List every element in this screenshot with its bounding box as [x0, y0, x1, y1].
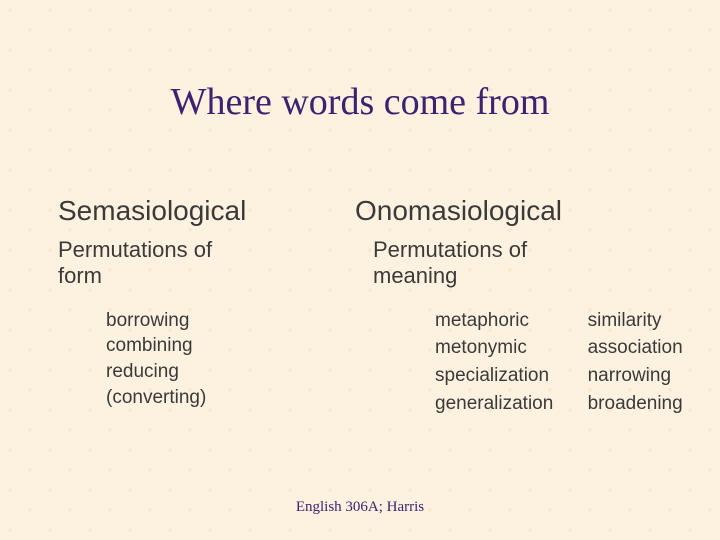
list-item: metonymic	[435, 335, 576, 361]
right-list: metaphoric similarity metonymic associat…	[435, 308, 705, 417]
list-item: combining	[106, 333, 298, 359]
right-sub-line2: meaning	[373, 263, 457, 288]
list-item: narrowing	[588, 363, 705, 389]
slide-title: Where words come from	[0, 80, 720, 124]
left-heading: Semasiological	[58, 195, 298, 227]
list-item: (converting)	[106, 385, 298, 411]
right-subheading: Permutations of meaning	[373, 237, 705, 290]
list-item: specialization	[435, 363, 576, 389]
left-subheading: Permutations of form	[58, 237, 298, 290]
list-item: broadening	[588, 391, 705, 417]
list-item: metaphoric	[435, 308, 576, 334]
list-item: reducing	[106, 359, 298, 385]
left-list: borrowing combining reducing (converting…	[106, 308, 298, 411]
footer-text: English 306A; Harris	[0, 499, 720, 516]
left-sub-line1: Permutations of	[58, 237, 212, 262]
left-column: Semasiological Permutations of form borr…	[58, 195, 298, 410]
right-column: Onomasiological Permutations of meaning …	[345, 195, 705, 416]
right-sub-line1: Permutations of	[373, 237, 527, 262]
slide: Where words come from Semasiological Per…	[0, 0, 720, 540]
list-item: similarity	[588, 308, 705, 334]
list-item: generalization	[435, 391, 576, 417]
right-heading: Onomasiological	[355, 195, 705, 227]
list-item: borrowing	[106, 308, 298, 334]
list-item: association	[588, 335, 705, 361]
left-sub-line2: form	[58, 263, 102, 288]
